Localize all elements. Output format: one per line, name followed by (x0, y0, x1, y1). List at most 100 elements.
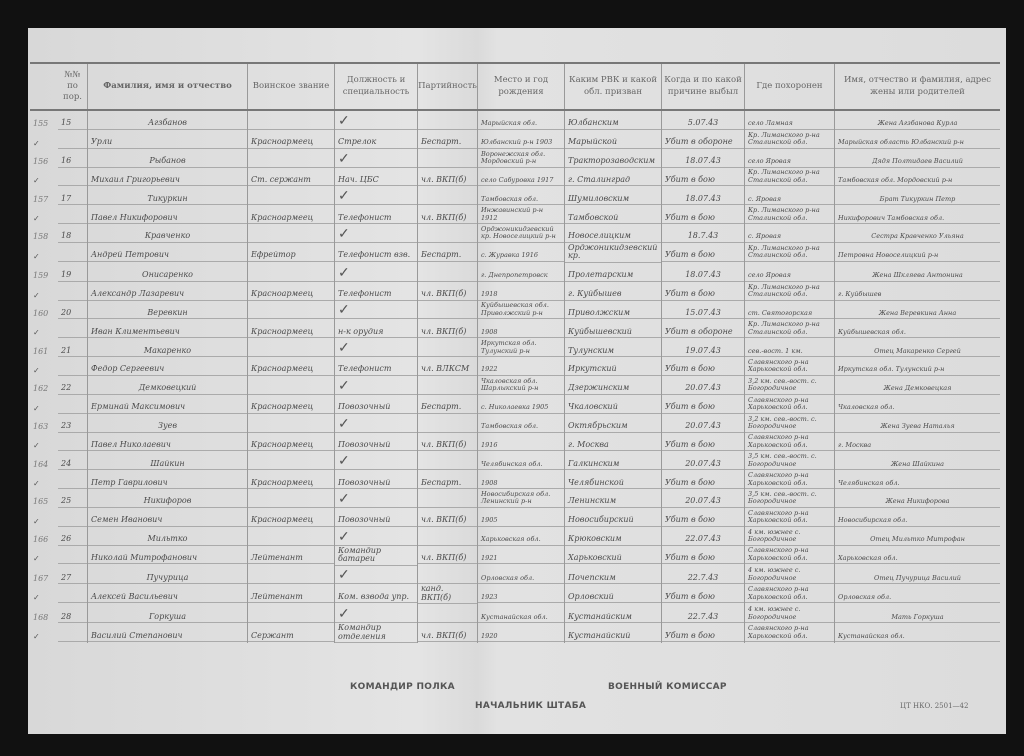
cell: Галкинским Челябинской (565, 451, 662, 490)
cell: 158 ✓ (30, 224, 58, 263)
margin-check-icon: ✓ (33, 138, 40, 148)
empty-line (418, 111, 477, 130)
first-patronymic: Иван Климентьевич (88, 319, 247, 339)
empty-line (58, 243, 87, 262)
burial-region: Славянского р-на Харьковской обл. (745, 357, 834, 376)
departure-cause: Убит в бою (662, 508, 744, 527)
departure-date: 22.7.43 (662, 604, 744, 624)
check-mark-icon: ✓ (338, 606, 350, 623)
margin-check-icon: ✓ (33, 554, 40, 564)
birth-place: Воронежская обл. Мордовский р-н (478, 149, 564, 168)
departure-date: 22.7.43 (662, 566, 744, 585)
party: Беспарт. (418, 243, 477, 262)
departure-date: 5.07.43 (662, 111, 744, 130)
cell: 160 ✓ (30, 301, 58, 339)
record-number: 21 (58, 338, 87, 358)
cell: Отец Макаренко Сергей Иркутская обл. Тулу… (835, 338, 1000, 376)
signature-chief-of-staff: НАЧАЛЬНИК ШТАБА (475, 701, 587, 711)
table-row: 162 ✓ 22 Демковецкий Ерминай Максимович Красн… (30, 375, 1000, 414)
departure-date: 20.07.43 (662, 414, 744, 433)
relative-name: Жена Зуева Наталья (835, 414, 1000, 433)
margin: 167 (33, 573, 49, 583)
cell: село Яровая Кр. Лиманского р-на Сталинско… (745, 148, 835, 187)
departure-date: 18.07.43 (662, 186, 744, 206)
rank: Красноармеец (248, 395, 334, 414)
rank: Ефрейтор (248, 243, 334, 262)
empty-line (418, 338, 477, 358)
cell: 20.07.43 Убит в бою (662, 451, 745, 490)
cell: Зуев Павел Николаевич (88, 413, 248, 452)
burial-region: Славянского р-на Харьковской обл. (745, 623, 834, 643)
check-mark-icon: ✓ (338, 150, 350, 167)
surname: Мильтко (88, 527, 247, 546)
relative-address: Иркутская обл. Тулунский р-н (835, 357, 1000, 376)
empty-line (58, 357, 87, 376)
party: Беспарт. (418, 130, 477, 149)
empty-line (58, 584, 87, 604)
cell: Дядя Полтидаев Василий Тамбовская обл. Мо… (835, 149, 1000, 187)
party: Беспарт. (418, 395, 477, 414)
departure-cause: Убит в бою (662, 433, 744, 452)
empty-line (58, 282, 87, 301)
empty-line (58, 546, 87, 565)
cell: Кустанайская обл. 1920 (478, 604, 565, 644)
check-mark-icon: ✓ (338, 377, 350, 394)
rvk-region: Орловский (565, 584, 661, 604)
cell: Лейтенант (248, 526, 335, 566)
rank: Красноармеец (248, 433, 334, 452)
first-patronymic: Александр Лазаревич (88, 282, 247, 301)
cell: чл. ВКП(б) (418, 604, 478, 644)
table-row: 160 ✓ 20 Веревкин Иван Климентьевич Красноарм… (30, 300, 1000, 339)
cell: Челябинская обл. 1908 (478, 451, 565, 490)
margin: 164 (33, 459, 49, 469)
empty-line (58, 168, 87, 187)
cell: с. Яровая Кр. Лиманского р-на Сталинской … (745, 224, 835, 263)
cell: 15.07.43 Убит в обороне (662, 300, 745, 339)
relative-address: Чкаловская обл. (835, 395, 1000, 414)
relative-address: Куйбышевская обл. (835, 319, 1000, 339)
first-patronymic: Ерминай Максимович (88, 395, 247, 414)
cell: Демковецкий Ерминай Максимович (88, 375, 248, 414)
party: чл. ВЛКСМ (418, 357, 477, 376)
relative-address: Новосибирская обл. (835, 508, 1000, 527)
cell: 167 ✓ (30, 566, 58, 605)
record-number: 22 (58, 376, 87, 395)
empty-line (418, 263, 477, 282)
position: н-к орудия (335, 319, 417, 339)
rvk: Галкинским (565, 451, 661, 471)
cell: Дзержинским Чкаловский (565, 375, 662, 414)
relative-address: Харьковская обл. (835, 546, 1000, 565)
first-patronymic: Михаил Григорьевич (88, 168, 247, 187)
empty-line (248, 414, 334, 433)
check-mark-icon: ✓ (338, 225, 350, 242)
burial-place: 3,2 км. сев.-вост. с. Богородичное (745, 376, 834, 395)
cell: Горкуша Василий Степанович (88, 604, 248, 644)
relative-address: Челябинская обл. (835, 470, 1000, 490)
first-patronymic: Семен Иванович (88, 508, 247, 527)
header-relatives: Имя, отчество и фамилия, адрес жены или … (843, 75, 992, 97)
first-patronymic: Павел Никифорович (88, 205, 247, 225)
empty-line (248, 604, 334, 624)
cell: 3,2 км. сев.-вост. с. Богородичное Славян… (745, 413, 835, 452)
cell: Приволжским Куйбышевский (565, 300, 662, 339)
check-mark-icon: ✓ (338, 340, 350, 357)
line: ✓ (30, 319, 58, 338)
cell: Беспарт. (418, 224, 478, 263)
table-row: 163 ✓ 23 Зуев Павел Николаевич Красноармеец ✓ П… (30, 413, 1000, 452)
party: чл. ВКП(б) (418, 319, 477, 339)
cell: чл. ВКП(б) (418, 262, 478, 301)
margin-check-icon: ✓ (33, 632, 40, 642)
relative-address: Кустанайская обл. (835, 623, 1000, 643)
burial-region: Славянского р-на Харьковской обл. (745, 508, 834, 527)
party: чл. ВКП(б) (418, 205, 477, 225)
empty-line (418, 414, 477, 433)
cell: Макаренко Федор Сергеевич (88, 338, 248, 376)
cell: 21 (58, 338, 88, 376)
table-header: №№ по пор. Фамилия, имя и отчество Воинс… (30, 62, 1000, 111)
cell: Тамбовская обл. Инжавинский р-н 1912 (478, 186, 565, 225)
departure-date: 22.07.43 (662, 527, 744, 546)
cell: Сержант (248, 604, 335, 644)
empty-line (418, 527, 477, 546)
record-number: 15 (58, 111, 87, 130)
rank: Красноармеец (248, 319, 334, 339)
